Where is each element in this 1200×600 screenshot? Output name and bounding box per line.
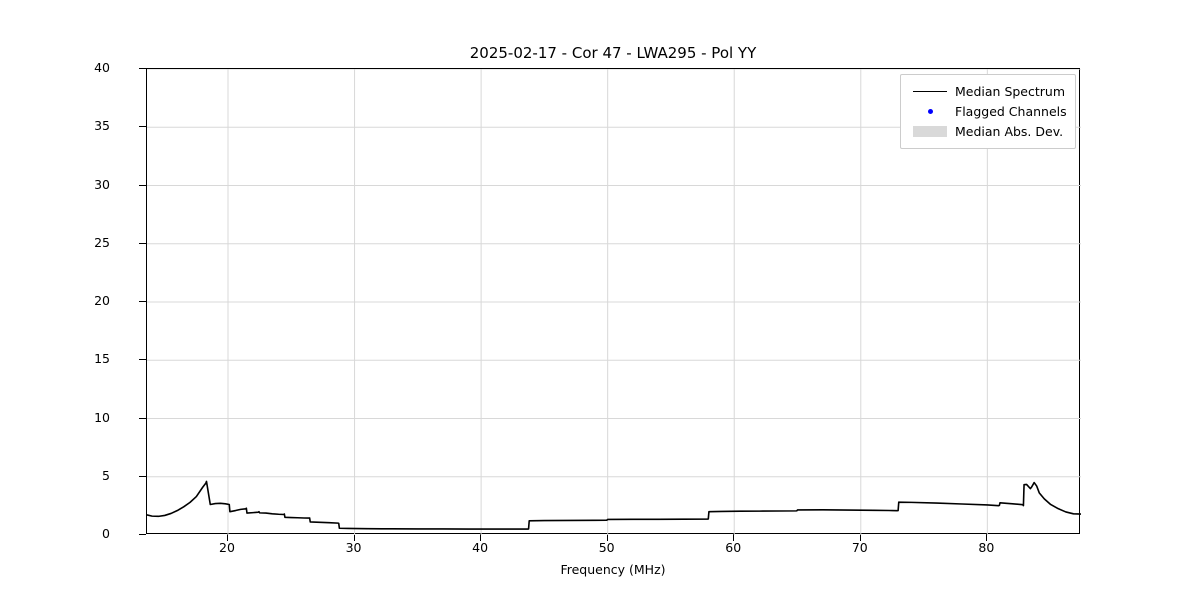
median-spectrum-line — [147, 480, 1081, 530]
y-tick-label: 20 — [94, 293, 110, 308]
x-tick-mark — [986, 534, 988, 541]
chart-title: 2025-02-17 - Cor 47 - LWA295 - Pol YY — [469, 44, 757, 62]
y-tick-mark — [139, 534, 146, 535]
x-tick-label: 50 — [598, 540, 615, 555]
x-tick-label: 70 — [851, 540, 868, 555]
x-tick-mark — [353, 534, 355, 541]
legend-label-median-spectrum: Median Spectrum — [955, 83, 1066, 99]
legend: Median Spectrum Flagged Channels Median … — [900, 74, 1076, 149]
x-tick-label: 80 — [978, 540, 995, 555]
y-tick-label: 10 — [94, 409, 110, 425]
x-tick-label: 60 — [725, 540, 742, 555]
y-tick-mark — [139, 184, 146, 186]
y-tick-label: 5 — [102, 467, 110, 483]
x-tick-mark — [733, 534, 735, 541]
y-tick-label: 30 — [94, 176, 110, 192]
legend-label-median-abs-dev: Median Abs. Dev. — [955, 123, 1064, 139]
y-tick-mark — [139, 126, 146, 128]
legend-label-flagged-channels: Flagged Channels — [955, 103, 1067, 119]
dot-marker-icon — [909, 108, 951, 114]
legend-item-median-spectrum: Median Spectrum — [909, 81, 1067, 101]
patch-swatch-icon — [909, 125, 951, 137]
y-tick-label: 0 — [102, 526, 110, 541]
y-tick-label: 15 — [94, 351, 110, 367]
legend-item-flagged-channels: Flagged Channels — [909, 101, 1067, 121]
x-axis-label: Frequency (MHz) — [560, 562, 666, 577]
x-tick-mark — [480, 534, 482, 541]
x-tick-mark — [606, 534, 608, 541]
y-tick-mark — [139, 417, 146, 419]
x-tick-mark — [226, 534, 228, 541]
x-tick-mark — [859, 534, 861, 541]
x-tick-label: 20 — [219, 540, 235, 555]
y-tick-mark — [139, 301, 146, 302]
x-tick-label: 40 — [472, 540, 489, 555]
y-tick-label: 40 — [94, 60, 110, 75]
line-swatch-icon — [909, 90, 951, 92]
legend-item-median-abs-dev: Median Abs. Dev. — [909, 121, 1067, 141]
y-tick-mark — [139, 242, 146, 244]
y-tick-label: 25 — [94, 234, 110, 250]
y-tick-mark — [139, 475, 146, 477]
y-tick-label: 35 — [94, 118, 110, 134]
y-tick-mark — [139, 68, 146, 69]
x-tick-label: 30 — [345, 540, 362, 555]
y-tick-mark — [139, 359, 146, 361]
